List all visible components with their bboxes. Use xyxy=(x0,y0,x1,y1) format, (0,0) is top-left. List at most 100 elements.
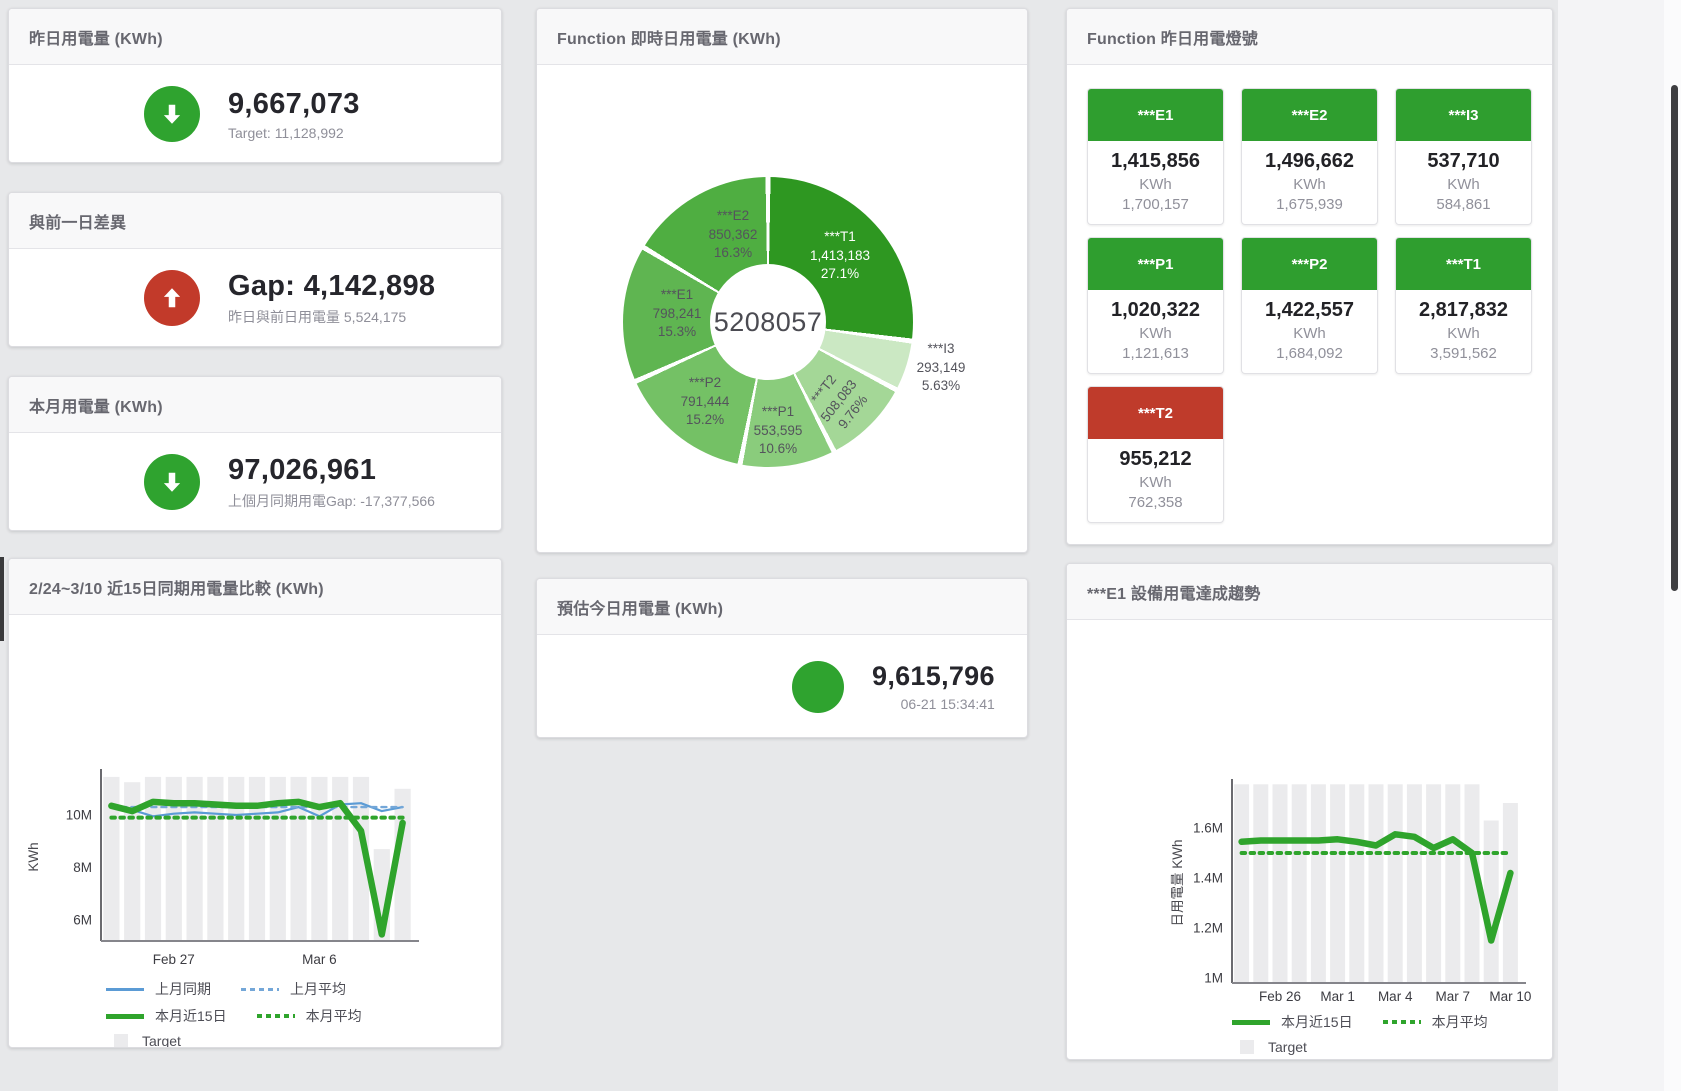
legend-swatch xyxy=(256,1014,295,1018)
stat-body: Gap: 4,142,898 昨日與前日用電量 5,524,175 xyxy=(9,249,501,346)
chart-body: 1M 1.2M 1.4M 1.6M Feb 26 Mar 1 Mar 4 Mar 7 Mar 1… xyxy=(1067,620,1552,1055)
light-card-value: 1,422,557 xyxy=(1265,299,1354,321)
scrollbar-thumb[interactable] xyxy=(1671,85,1678,591)
light-card-header: ***P2 xyxy=(1242,238,1377,290)
stat-value: 9,667,073 xyxy=(228,87,360,120)
target-bar xyxy=(1234,784,1250,983)
legend-item-上月平均[interactable]: 上月平均 xyxy=(241,979,346,999)
arrow-down-icon xyxy=(163,104,181,124)
target-bar xyxy=(1330,784,1346,983)
stat-timestamp: 06-21 15:34:41 xyxy=(900,696,995,712)
target-bar xyxy=(1406,784,1422,983)
panel-header: Function 即時日用電量 (KWh) xyxy=(537,9,1027,65)
legend-swatch xyxy=(1240,1040,1254,1054)
panel-title: 預估今日用電量 (KWh) xyxy=(557,600,724,618)
legend-item-上月同期[interactable]: 上月同期 xyxy=(106,979,211,999)
x-tick-label: Mar 4 xyxy=(1378,989,1413,1004)
y-tick-label: 8M xyxy=(73,860,92,875)
legend-item-Target[interactable]: Target xyxy=(106,1033,181,1048)
light-card-P1: ***P1 1,020,322 KWh 1,121,613 xyxy=(1087,237,1224,374)
panel-realtime-donut: Function 即時日用電量 (KWh) 5208057 ***T1 1,413… xyxy=(536,8,1028,553)
light-card-header: ***T1 xyxy=(1396,238,1531,290)
y-axis-label: KWh xyxy=(26,842,41,871)
light-card-unit: KWh xyxy=(1139,474,1172,491)
series-line-本月近15日 xyxy=(108,798,406,938)
legend-label: 上月平均 xyxy=(290,981,346,997)
legend-item-本月近15日[interactable]: 本月近15日 xyxy=(106,1006,227,1026)
light-card-secondary: 762,358 xyxy=(1128,494,1183,511)
target-bar xyxy=(1483,820,1499,983)
donut-chart[interactable] xyxy=(623,177,913,467)
panel-header: ***E1 設備用電達成趨勢 xyxy=(1067,564,1552,620)
legend-label: Target xyxy=(1268,1039,1307,1055)
light-card-value: 537,710 xyxy=(1427,150,1500,172)
legend-item-本月平均[interactable]: 本月平均 xyxy=(256,1006,362,1026)
light-card-header: ***I3 xyxy=(1396,89,1531,141)
light-card-header: ***E2 xyxy=(1242,89,1377,141)
stat-text: 97,026,961 上個月同期用電Gap: -17,377,566 xyxy=(228,454,435,511)
status-circle-green xyxy=(144,86,200,142)
chart-legend: 上月同期 上月平均本月近15日 本月平均 Target xyxy=(106,979,501,1048)
stat-subtitle: 上個月同期用電Gap: -17,377,566 xyxy=(228,492,435,509)
target-bar xyxy=(1349,784,1365,983)
status-circle-green xyxy=(144,454,200,510)
panel-title: ***E1 設備用電達成趨勢 xyxy=(1087,585,1261,603)
panel-title: 昨日用電量 (KWh) xyxy=(29,30,163,48)
right-cutoff-region xyxy=(1558,0,1681,1091)
y-tick-label: 6M xyxy=(73,913,92,928)
light-card-I3: ***I3 537,710 KWh 584,861 xyxy=(1395,88,1532,225)
panel-month-usage: 本月用電量 (KWh) 97,026,961 上個月同期用電Gap: -17,3… xyxy=(8,376,502,531)
stat-value: 9,615,796 xyxy=(872,661,995,691)
dashboard: 昨日用電量 (KWh) 9,667,073 Target: 11,128,992… xyxy=(8,8,1553,1060)
stat-body: 9,667,073 Target: 11,128,992 xyxy=(9,65,501,162)
stat-body: 9,615,796 06-21 15:34:41 xyxy=(537,635,1027,737)
target-bar xyxy=(1464,784,1480,983)
x-tick-label: Mar 7 xyxy=(1436,989,1471,1004)
chart-body: 6M 8M 10M Feb 27 Mar 6 KWh 上月同期 上月平均 本月近15日 本月平均… xyxy=(9,615,501,1048)
stat-text: 9,615,796 06-21 15:34:41 xyxy=(872,661,995,712)
panel-title: Function 昨日用電燈號 xyxy=(1087,30,1258,48)
stat-text: Gap: 4,142,898 昨日與前日用電量 5,524,175 xyxy=(228,270,435,327)
legend-swatch xyxy=(1382,1020,1421,1024)
light-card-unit: KWh xyxy=(1139,325,1172,342)
light-card-secondary: 1,684,092 xyxy=(1276,345,1343,362)
column-right: Function 昨日用電燈號 ***E1 1,415,856 KWh 1,700,1… xyxy=(1066,8,1553,1060)
legend-swatch xyxy=(106,1013,144,1019)
target-bar xyxy=(1291,784,1307,983)
donut-label-I3: ***I3 293,149 5.63% xyxy=(916,341,966,394)
e1-trend-line-chart[interactable]: 1M 1.2M 1.4M 1.6M Feb 26 Mar 1 Mar 4 Mar 7 Mar 1… xyxy=(1073,620,1553,1006)
legend-row: 本月近15日 本月平均 xyxy=(106,1006,501,1026)
series-line-本月近15日 xyxy=(1238,831,1514,944)
legend-item-本月近15日[interactable]: 本月近15日 xyxy=(1232,1012,1353,1032)
target-bar xyxy=(311,776,328,941)
comparison-line-chart[interactable]: 6M 8M 10M Feb 27 Mar 6 KWh xyxy=(17,615,487,973)
light-card-secondary: 1,700,157 xyxy=(1122,196,1189,213)
panel-estimate-today: 預估今日用電量 (KWh) 9,615,796 06-21 15:34:41 xyxy=(536,578,1028,738)
panel-title: 本月用電量 (KWh) xyxy=(29,398,163,416)
light-card-body: 1,020,322 KWh 1,121,613 xyxy=(1088,290,1223,373)
stat-subtitle: Target: 11,128,992 xyxy=(228,124,344,141)
light-card-body: 1,496,662 KWh 1,675,939 xyxy=(1242,141,1377,224)
panel-yesterday-usage: 昨日用電量 (KWh) 9,667,073 Target: 11,128,992 xyxy=(8,8,502,163)
legend-swatch xyxy=(241,987,279,991)
light-card-secondary: 1,675,939 xyxy=(1276,196,1343,213)
target-bar xyxy=(1253,784,1269,983)
light-card-value: 1,496,662 xyxy=(1265,150,1354,172)
y-tick-label: 10M xyxy=(66,808,92,823)
status-circle-green xyxy=(792,660,844,713)
panel-yesterday-lights: Function 昨日用電燈號 ***E1 1,415,856 KWh 1,700,1… xyxy=(1066,8,1553,545)
legend-row: 本月近15日 本月平均 xyxy=(1232,1012,1552,1032)
light-card-unit: KWh xyxy=(1447,176,1480,193)
legend-label: Target xyxy=(142,1033,181,1048)
light-card-value: 955,212 xyxy=(1119,448,1192,470)
light-card-E1: ***E1 1,415,856 KWh 1,700,157 xyxy=(1087,88,1224,225)
light-card-body: 537,710 KWh 584,861 xyxy=(1396,141,1531,224)
x-tick-label: Feb 26 xyxy=(1259,989,1301,1004)
target-bar xyxy=(394,788,411,942)
target-bar xyxy=(103,776,120,941)
lights-grid: ***E1 1,415,856 KWh 1,700,157 ***E2 1,496,662… xyxy=(1067,65,1552,544)
donut-body: 5208057 ***T1 1,413,183 27.1% ***I3 293,149 5… xyxy=(537,65,1027,552)
legend-item-本月平均[interactable]: 本月平均 xyxy=(1382,1012,1488,1032)
legend-item-Target[interactable]: Target xyxy=(1232,1039,1307,1055)
light-card-unit: KWh xyxy=(1293,325,1326,342)
